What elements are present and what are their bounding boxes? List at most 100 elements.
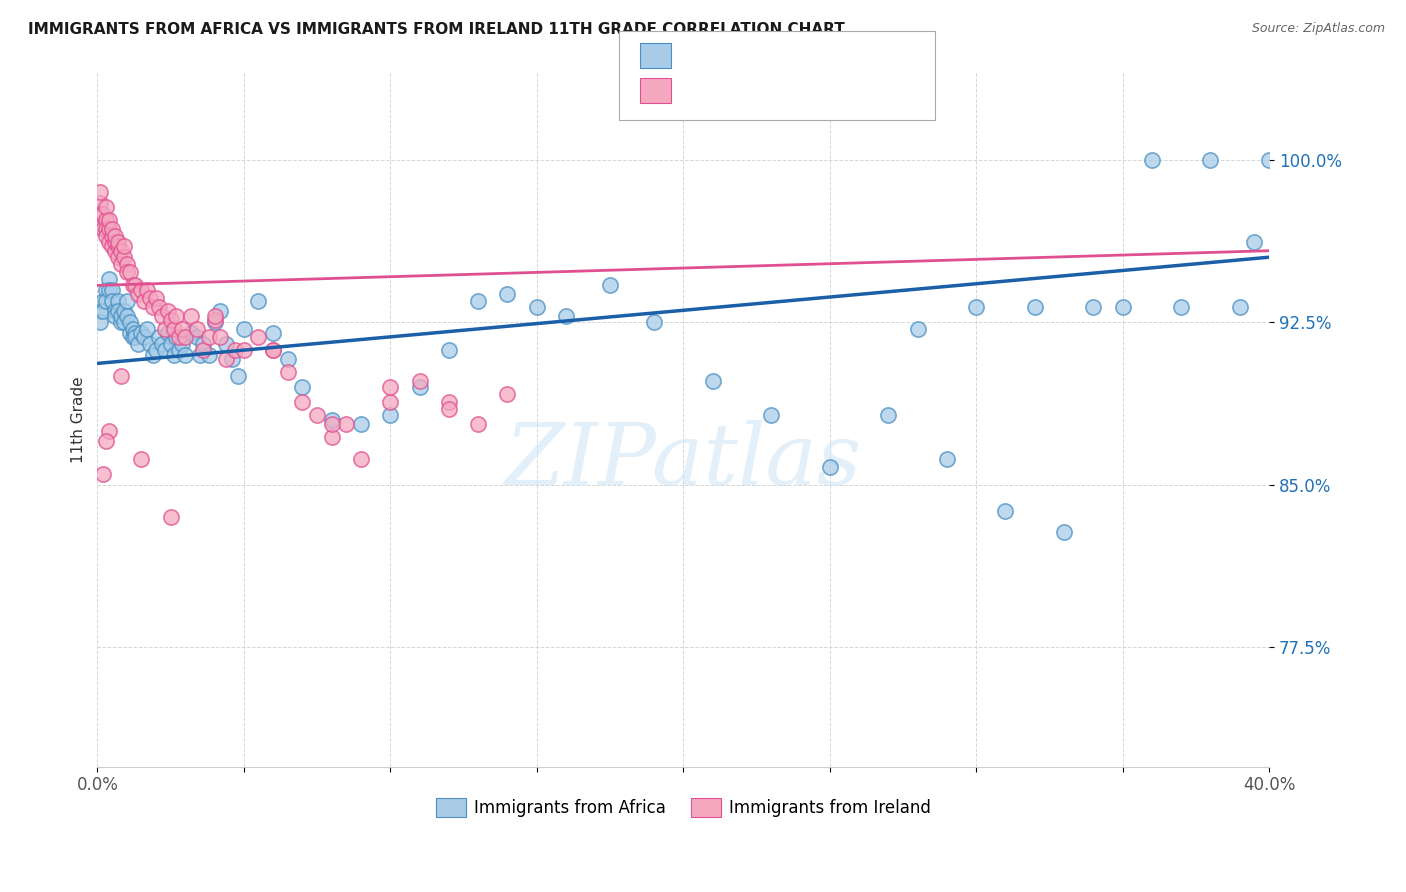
Point: [112, 304, 135, 318]
Point: [101, 222, 124, 236]
Point: [467, 293, 489, 308]
Point: [115, 257, 138, 271]
Point: [104, 235, 127, 249]
Point: [1258, 153, 1281, 167]
Point: [172, 322, 194, 336]
Point: [115, 293, 138, 308]
Point: [91, 207, 114, 221]
Point: [148, 300, 170, 314]
Point: [994, 504, 1017, 518]
Point: [101, 293, 124, 308]
Point: [91, 304, 114, 318]
Point: [186, 330, 208, 344]
Point: [197, 330, 219, 344]
Point: [759, 409, 782, 423]
Point: [142, 300, 165, 314]
Point: [148, 330, 170, 344]
Point: [94, 293, 117, 308]
Point: [1053, 525, 1076, 540]
Point: [321, 413, 343, 427]
Point: [136, 322, 159, 336]
Point: [599, 278, 621, 293]
Point: [262, 343, 284, 358]
Point: [94, 200, 117, 214]
Point: [89, 207, 111, 221]
Y-axis label: 11th Grade: 11th Grade: [72, 376, 86, 463]
Point: [350, 417, 373, 431]
Point: [98, 235, 121, 249]
Point: [526, 300, 548, 314]
Point: [112, 250, 135, 264]
Point: [555, 309, 578, 323]
Point: [110, 369, 132, 384]
Point: [110, 309, 132, 323]
Point: [209, 330, 232, 344]
Point: [136, 283, 159, 297]
Point: [350, 451, 373, 466]
Point: [153, 322, 176, 336]
Point: [134, 330, 156, 344]
Point: [124, 326, 146, 340]
Point: [169, 343, 191, 358]
Point: [226, 369, 249, 384]
Point: [98, 272, 121, 286]
Point: [321, 417, 343, 431]
Point: [437, 395, 460, 409]
Point: [877, 409, 900, 423]
Point: [380, 380, 402, 394]
Point: [129, 283, 152, 297]
Point: [408, 380, 430, 394]
Point: [262, 326, 284, 340]
Point: [118, 265, 141, 279]
Point: [186, 322, 208, 336]
Text: N =: N =: [783, 48, 827, 62]
Point: [156, 326, 179, 340]
Point: [150, 337, 173, 351]
Point: [277, 365, 299, 379]
Point: [110, 244, 132, 258]
Point: [94, 222, 117, 236]
Point: [107, 239, 129, 253]
Point: [1024, 300, 1046, 314]
Point: [107, 235, 129, 249]
Point: [204, 315, 226, 329]
Point: [191, 337, 214, 351]
Point: [215, 352, 238, 367]
Point: [89, 304, 111, 318]
Legend: Immigrants from Africa, Immigrants from Ireland: Immigrants from Africa, Immigrants from …: [429, 791, 938, 824]
Point: [174, 330, 197, 344]
Text: ZIPatlas: ZIPatlas: [505, 420, 862, 503]
Point: [98, 283, 121, 297]
Point: [262, 343, 284, 358]
Point: [159, 510, 181, 524]
Point: [496, 386, 519, 401]
Point: [162, 322, 184, 336]
Point: [162, 348, 184, 362]
Point: [247, 293, 270, 308]
Point: [291, 380, 314, 394]
Point: [139, 292, 162, 306]
Point: [224, 343, 246, 358]
Point: [112, 315, 135, 329]
Point: [134, 293, 156, 308]
Point: [380, 395, 402, 409]
Point: [221, 352, 243, 367]
Point: [232, 343, 254, 358]
Point: [98, 222, 121, 236]
Point: [159, 313, 181, 327]
Point: [139, 337, 162, 351]
Point: [232, 322, 254, 336]
Point: [110, 257, 132, 271]
Point: [702, 374, 724, 388]
Point: [104, 304, 127, 318]
Point: [153, 343, 176, 358]
Point: [165, 309, 187, 323]
Point: [104, 309, 127, 323]
Point: [110, 315, 132, 329]
Point: [129, 451, 152, 466]
Point: [115, 265, 138, 279]
Point: [101, 283, 124, 297]
Point: [1229, 300, 1251, 314]
Point: [277, 352, 299, 367]
Point: [818, 460, 841, 475]
